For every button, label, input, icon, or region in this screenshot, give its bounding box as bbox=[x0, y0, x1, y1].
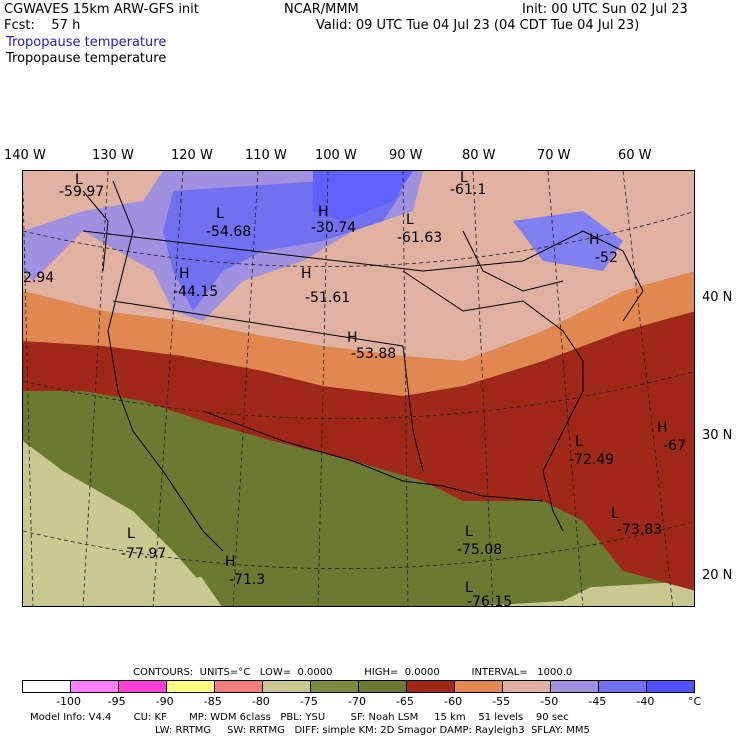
lowhigh-symbol: H bbox=[347, 330, 358, 346]
lowhigh-value: -52 bbox=[595, 250, 618, 266]
forecast-hour: Fcst: 57 h bbox=[4, 18, 81, 33]
legend-tick-label: °C bbox=[688, 695, 702, 708]
lon-label: 100 W bbox=[315, 148, 357, 163]
init-time: Init: 00 UTC Sun 02 Jul 23 bbox=[522, 2, 688, 17]
field-title-secondary: Tropopause temperature bbox=[6, 51, 167, 66]
legend-swatch bbox=[71, 681, 119, 692]
legend-tick-label: -80 bbox=[251, 695, 270, 708]
legend-tick-label: -60 bbox=[444, 695, 463, 708]
legend-tick-label: -65 bbox=[396, 695, 415, 708]
lowhigh-symbol: L bbox=[216, 206, 224, 222]
legend-swatch bbox=[551, 681, 599, 692]
lowhigh-symbol: L bbox=[465, 580, 473, 596]
legend-tick-label: -90 bbox=[155, 695, 174, 708]
contours-info: CONTOURS: UNITS=°C LOW= 0.0000 HIGH= 0.0… bbox=[133, 667, 573, 678]
lowhigh-value: -54.68 bbox=[206, 224, 252, 240]
map-fill bbox=[23, 171, 694, 606]
lon-label: 130 W bbox=[92, 148, 134, 163]
lowhigh-symbol: L bbox=[406, 212, 414, 228]
legend-tick-label: -100 bbox=[56, 695, 82, 708]
field-title-primary: Tropopause temperature bbox=[6, 35, 167, 50]
model-title: CGWAVES 15km ARW-GFS init bbox=[4, 2, 199, 17]
lowhigh-value: 2.94 bbox=[23, 270, 55, 286]
lowhigh-symbol: H bbox=[657, 420, 668, 436]
model-info-line-2: LW: RRTMG SW: RRTMG DIFF: simple KM: 2D … bbox=[155, 725, 590, 736]
lowhigh-value: -59.97 bbox=[59, 184, 105, 200]
lowhigh-symbol: L bbox=[611, 506, 619, 522]
lon-label: 120 W bbox=[171, 148, 213, 163]
lon-label: 80 W bbox=[462, 148, 496, 163]
lowhigh-value: -30.74 bbox=[311, 220, 357, 236]
lowhigh-symbol: L bbox=[460, 170, 468, 186]
legend-swatch bbox=[503, 681, 551, 692]
lowhigh-value: -51.61 bbox=[305, 290, 351, 306]
lowhigh-value: -67 bbox=[663, 438, 686, 454]
legend-swatch bbox=[311, 681, 359, 692]
lowhigh-value: -61.63 bbox=[397, 230, 443, 246]
lowhigh-value: -75.08 bbox=[457, 542, 503, 558]
lowhigh-value: -71.3 bbox=[229, 572, 266, 588]
legend-swatch bbox=[455, 681, 503, 692]
legend-swatch bbox=[23, 681, 71, 692]
legend-swatch bbox=[119, 681, 167, 692]
color-legend bbox=[22, 680, 695, 693]
lowhigh-value: -76.15 bbox=[467, 594, 513, 607]
lowhigh-value: -72.49 bbox=[569, 452, 615, 468]
legend-tick-label: -70 bbox=[348, 695, 366, 708]
legend-swatch bbox=[647, 681, 694, 692]
lon-label: 90 W bbox=[389, 148, 423, 163]
legend-tick-label: -55 bbox=[492, 695, 511, 708]
legend-tick-label: -50 bbox=[540, 695, 559, 708]
lowhigh-symbol: L bbox=[465, 524, 473, 540]
lowhigh-symbol: H bbox=[301, 266, 312, 282]
legend-swatch bbox=[215, 681, 263, 692]
legend-tick-label: -75 bbox=[299, 695, 318, 708]
lon-label: 70 W bbox=[537, 148, 571, 163]
lowhigh-symbol: H bbox=[589, 232, 600, 248]
lowhigh-symbol: H bbox=[225, 554, 236, 570]
legend-tick-label: -95 bbox=[107, 695, 126, 708]
lowhigh-symbol: H bbox=[318, 204, 329, 220]
legend-tick-label: -40 bbox=[636, 695, 655, 708]
lat-label: 30 N bbox=[702, 428, 733, 443]
lowhigh-value: -44.15 bbox=[173, 284, 219, 300]
legend-tick-label: -85 bbox=[203, 695, 222, 708]
legend-swatch bbox=[359, 681, 407, 692]
center-name: NCAR/MMM bbox=[284, 2, 359, 17]
lon-label: 60 W bbox=[618, 148, 652, 163]
legend-swatch bbox=[599, 681, 647, 692]
lon-label: 110 W bbox=[245, 148, 287, 163]
lowhigh-symbol: H bbox=[179, 266, 190, 282]
lat-label: 20 N bbox=[702, 568, 733, 583]
legend-tick-label: -45 bbox=[588, 695, 607, 708]
lon-label: 140 W bbox=[4, 148, 46, 163]
tropopause-temperature-map: L -59.97 L -54.68 H -30.74 L -61.63 L -6… bbox=[22, 170, 695, 607]
lowhigh-value: -77.97 bbox=[121, 546, 167, 562]
model-info-line-1: Model Info: V4.4 CU: KF MP: WDM 6class P… bbox=[30, 712, 569, 723]
lat-label: 40 N bbox=[702, 290, 733, 305]
lowhigh-value: -61.1 bbox=[450, 182, 487, 198]
valid-time: Valid: 09 UTC Tue 04 Jul 23 (04 CDT Tue … bbox=[316, 18, 640, 33]
lowhigh-value: -73.83 bbox=[617, 522, 663, 538]
legend-swatch bbox=[263, 681, 311, 692]
lowhigh-symbol: L bbox=[127, 526, 135, 542]
legend-swatch bbox=[167, 681, 215, 692]
lowhigh-symbol: L bbox=[575, 434, 583, 450]
legend-swatch bbox=[407, 681, 455, 692]
lowhigh-value: -53.88 bbox=[351, 346, 397, 362]
lowhigh-symbol: L bbox=[75, 172, 83, 188]
